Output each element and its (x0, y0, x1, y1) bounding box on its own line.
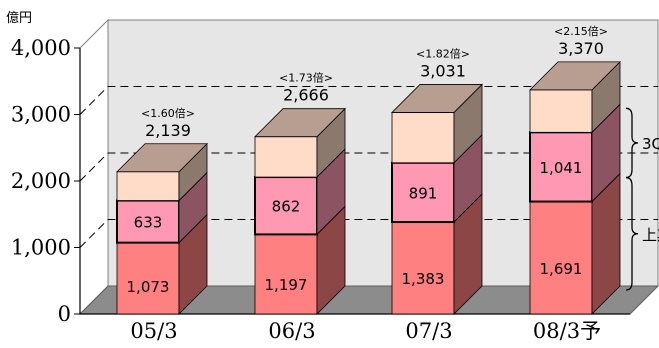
data-label: 891 (409, 184, 438, 202)
bar-top-face (529, 61, 621, 91)
unit-label: 億円 (6, 10, 32, 26)
bracket-label-first-half: 上期 (642, 226, 659, 244)
brace-first-half (625, 176, 639, 291)
bar-stack (529, 60, 621, 315)
data-label: 1,073 (127, 278, 170, 296)
bar-segment-1-front (529, 201, 593, 315)
bar-top-face (254, 108, 346, 138)
bar-segment-2-front (529, 131, 593, 203)
total-label: 2,666 (283, 86, 329, 105)
y-tick-label: 3,000 (11, 103, 71, 127)
x-tick-label: 08/3予 (533, 319, 601, 343)
data-label: 1,691 (540, 260, 583, 278)
ratio-label: <1.73倍> (279, 71, 333, 85)
data-label: 1,383 (402, 270, 445, 288)
bar-stack (254, 107, 346, 315)
bracket-label-3q: 3Q (642, 135, 659, 153)
bar-segment-2-front (254, 176, 318, 236)
ratio-label: <1.82倍> (416, 46, 470, 60)
x-tick-label: 07/3 (405, 319, 452, 343)
total-label: 2,139 (145, 121, 191, 140)
bar-top-face (391, 84, 483, 113)
x-tick-label: 06/3 (268, 319, 315, 343)
bar-segment-3-front (254, 136, 318, 178)
brace-3q (625, 107, 639, 179)
bar-segment-3-front (391, 112, 455, 164)
bar-stack (116, 142, 208, 315)
bar-segment-2-front (391, 161, 455, 224)
total-label: 3,031 (420, 61, 466, 80)
bar-top-face (116, 143, 208, 173)
bar-segment-1-front (254, 233, 318, 315)
bar-segment-3-front (116, 171, 180, 201)
data-label: 1,197 (265, 276, 308, 294)
ratio-label: <2.15倍> (554, 24, 608, 38)
data-label: 862 (272, 198, 301, 216)
data-label: 633 (134, 214, 163, 232)
y-tick-label: 1,000 (11, 236, 71, 260)
y-tick-label: 2,000 (11, 169, 71, 193)
bar-stack (391, 83, 483, 315)
x-tick-label: 05/3 (130, 319, 177, 343)
y-tick-label: 4,000 (11, 36, 71, 60)
y-tick-label: 0 (58, 302, 71, 326)
total-label: 3,370 (558, 39, 604, 58)
bar-segment-1-front (391, 221, 455, 315)
data-label: 1,041 (540, 159, 583, 177)
bar-segment-3-front (529, 89, 593, 133)
ratio-label: <1.60倍> (141, 106, 195, 120)
